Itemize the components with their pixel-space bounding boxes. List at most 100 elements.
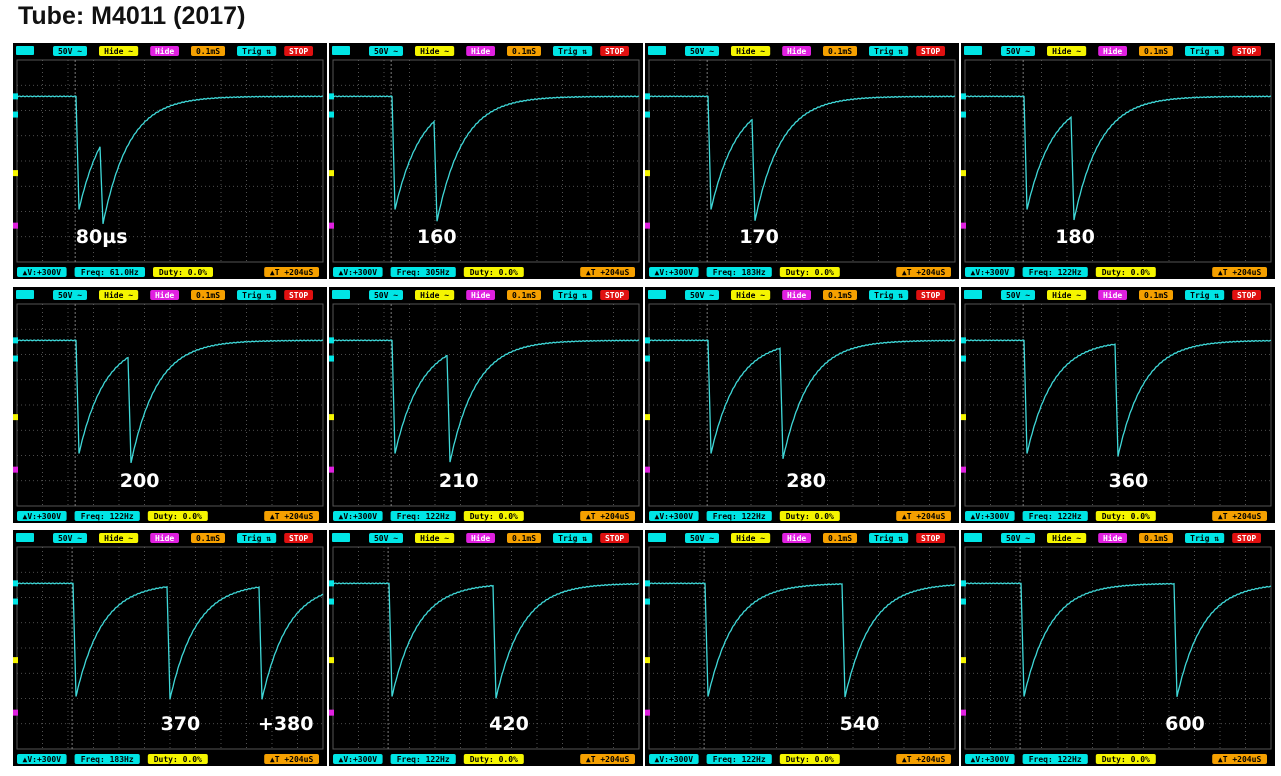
status-tag — [1212, 754, 1267, 764]
toolbar-tag — [415, 46, 455, 56]
status-text: Freq: 183Hz — [81, 755, 134, 764]
status-tag — [333, 511, 383, 521]
toolbar-text: Trig ⇅ — [1190, 46, 1219, 56]
channel-marker — [13, 580, 18, 587]
status-text: Duty: 0.0% — [1102, 268, 1150, 277]
toolbar-tag — [600, 46, 629, 56]
usb-icon — [16, 290, 34, 299]
channel-marker — [645, 466, 650, 473]
channel-marker — [645, 355, 650, 362]
toolbar-tag — [685, 533, 719, 543]
status-text: ▲T +204uS — [586, 268, 630, 277]
status-tag — [779, 511, 840, 521]
toolbar-tag — [237, 533, 277, 543]
toolbar-tag — [99, 46, 139, 56]
toolbar-tag — [916, 290, 945, 300]
toolbar-text: 0.1mS — [196, 534, 220, 543]
channel-marker — [645, 414, 650, 421]
toolbar-tag — [1098, 290, 1127, 300]
toolbar-text: 50V ~ — [58, 291, 82, 300]
status-text: Freq: 122Hz — [713, 755, 766, 764]
toolbar-tag — [284, 46, 313, 56]
toolbar-text: 50V ~ — [690, 534, 714, 543]
status-tag — [1095, 511, 1156, 521]
status-tag — [147, 511, 208, 521]
toolbar-text: STOP — [289, 534, 308, 543]
toolbar-text: Trig ⇅ — [874, 46, 903, 56]
channel-marker — [961, 355, 966, 362]
toolbar-text: Hide — [1103, 46, 1122, 56]
status-text: Freq: 122Hz — [1029, 755, 1082, 764]
toolbar-text: 50V ~ — [690, 291, 714, 300]
status-tag — [580, 511, 635, 521]
status-text: Duty: 0.0% — [1102, 755, 1150, 764]
channel-marker — [961, 598, 966, 605]
toolbar-tag — [869, 46, 909, 56]
channel-marker — [645, 657, 650, 664]
toolbar-text: 0.1mS — [1144, 291, 1168, 300]
toolbar-tag — [99, 290, 139, 300]
toolbar-tag — [191, 533, 225, 543]
toolbar-text: Hide ~ — [1052, 533, 1081, 543]
status-text: Freq: 122Hz — [1029, 268, 1082, 277]
status-text: ▲T +204uS — [902, 268, 946, 277]
waveform — [964, 95, 1272, 221]
status-tag — [153, 267, 213, 277]
toolbar-text: Trig ⇅ — [1190, 533, 1219, 543]
toolbar-text: 50V ~ — [58, 534, 82, 543]
status-text: Freq: 122Hz — [713, 512, 766, 521]
toolbar-tag — [150, 290, 179, 300]
status-tag — [779, 754, 840, 764]
status-text: Duty: 0.0% — [159, 268, 207, 277]
toolbar-tag — [916, 533, 945, 543]
waveform — [648, 339, 956, 459]
channel-marker — [13, 93, 18, 100]
toolbar-tag — [53, 290, 87, 300]
channel-marker — [329, 657, 334, 664]
toolbar-text: STOP — [921, 47, 940, 56]
toolbar-text: Hide — [155, 46, 174, 56]
status-text: Duty: 0.0% — [470, 268, 518, 277]
status-text: ▲V:+300V — [339, 512, 378, 521]
toolbar-text: 0.1mS — [512, 291, 536, 300]
toolbar-tag — [150, 46, 179, 56]
toolbar-text: 0.1mS — [1144, 534, 1168, 543]
status-tag — [390, 754, 456, 764]
toolbar-tag — [916, 46, 945, 56]
toolbar-tag — [553, 46, 593, 56]
status-text: Freq: 183Hz — [713, 268, 766, 277]
toolbar-text: Hide ~ — [1052, 290, 1081, 300]
channel-marker — [329, 598, 334, 605]
status-tag — [1212, 267, 1267, 277]
toolbar-text: Hide ~ — [736, 46, 765, 56]
toolbar-text: Trig ⇅ — [242, 533, 271, 543]
toolbar-tag — [553, 533, 593, 543]
pulse-label: 420 — [489, 713, 529, 735]
toolbar-text: 50V ~ — [1006, 47, 1030, 56]
toolbar-tag — [1001, 290, 1035, 300]
toolbar-text: STOP — [605, 534, 624, 543]
toolbar-text: Hide — [471, 46, 490, 56]
toolbar-tag — [731, 46, 771, 56]
toolbar-text: Hide ~ — [420, 533, 449, 543]
usb-icon — [332, 46, 350, 55]
status-tag — [17, 267, 67, 277]
pulse-label: 280 — [786, 470, 826, 492]
toolbar-text: Hide — [787, 46, 806, 56]
channel-marker — [961, 657, 966, 664]
toolbar-text: STOP — [1237, 47, 1256, 56]
toolbar-tag — [1139, 290, 1173, 300]
toolbar-text: Hide ~ — [104, 533, 133, 543]
usb-icon — [332, 533, 350, 542]
scope-panel: 50V ~ Hide ~ Hide 0.1mS Trig ⇅ STOP 360 ▲V:+300… — [961, 287, 1275, 523]
toolbar-text: Hide — [1103, 290, 1122, 300]
waveform — [964, 339, 1272, 457]
channel-marker — [13, 337, 18, 344]
page-title: Tube: M4011 (2017) — [18, 2, 246, 30]
status-text: Duty: 0.0% — [786, 268, 834, 277]
status-tag — [1022, 754, 1088, 764]
toolbar-tag — [685, 46, 719, 56]
toolbar-tag — [1232, 46, 1261, 56]
usb-icon — [648, 533, 666, 542]
